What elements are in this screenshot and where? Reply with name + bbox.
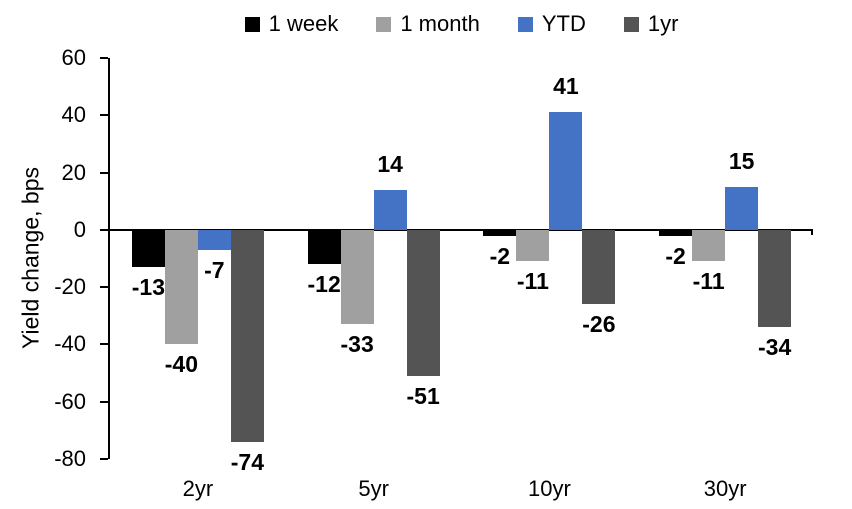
- bar-value-label: -2: [665, 242, 686, 269]
- y-axis-tick: [100, 400, 108, 403]
- legend-swatch-icon: [623, 16, 639, 32]
- legend-item-ytd: YTD: [517, 11, 586, 36]
- bar-1-week-2yr: [131, 229, 165, 268]
- x-axis-category-label: 2yr: [182, 476, 214, 501]
- bar-value-label: -34: [758, 334, 792, 361]
- legend-item-1-week: 1 week: [244, 11, 339, 36]
- x-axis-category-label: 30yr: [703, 476, 747, 501]
- bar-ytd-5yr: [373, 189, 407, 230]
- y-axis-tick: [100, 171, 108, 174]
- bar-1yr-10yr: [582, 229, 616, 305]
- bar-1-month-2yr: [164, 229, 198, 345]
- bar-1-month-30yr: [692, 229, 726, 262]
- legend-item-1yr: 1yr: [623, 11, 679, 36]
- legend: 1 week 1 month YTD 1yr: [110, 8, 813, 40]
- y-axis-tick: [100, 343, 108, 346]
- y-axis-tick: [100, 458, 108, 460]
- bar-ytd-30yr: [725, 186, 759, 230]
- x-axis-category-label: 10yr: [527, 476, 571, 501]
- y-axis-tick-label: -20: [54, 274, 86, 300]
- bar-value-label: -40: [164, 351, 198, 378]
- bar-value-label: 14: [377, 150, 403, 177]
- legend-item-1-month: 1 month: [376, 13, 480, 35]
- y-axis-tick-label: -80: [54, 446, 86, 471]
- bar-value-label: -74: [230, 448, 264, 475]
- y-axis-tick: [100, 57, 108, 59]
- bar-1-week-30yr: [659, 229, 693, 236]
- y-axis-tick-label: 60: [61, 45, 86, 70]
- bar-ytd-2yr: [197, 229, 231, 250]
- bar-value-label: -7: [204, 256, 225, 283]
- y-axis-title: Yield change, bps: [17, 166, 44, 350]
- plot-area: 60 40 20 0 -20 -40 -60 -80 -13 -40 -7 -74 2yr -12 -33 1…: [54, 46, 813, 501]
- legend-swatch-icon: [517, 16, 533, 32]
- x-axis-end-tick: [811, 228, 813, 235]
- bar-value-label: -13: [131, 274, 165, 301]
- y-axis-line: [108, 58, 110, 459]
- bar-value-label: -11: [516, 268, 549, 295]
- legend-label: YTD: [541, 11, 586, 36]
- bar-1yr-5yr: [406, 229, 440, 376]
- y-axis-tick-label: 40: [61, 102, 86, 128]
- legend-label: 1 week: [268, 11, 339, 36]
- bar-value-label: -2: [489, 242, 511, 269]
- bar-value-label: -12: [307, 271, 341, 298]
- y-axis-tick-label: -40: [54, 331, 86, 357]
- bar-value-label: 41: [553, 73, 579, 100]
- bar-1-month-10yr: [516, 229, 550, 262]
- bar-1yr-2yr: [230, 229, 264, 442]
- y-axis-tick-label: -60: [54, 388, 86, 414]
- bar-1-month-5yr: [340, 229, 374, 325]
- y-axis-tick-label: 0: [73, 216, 86, 242]
- bar-value-label: -11: [692, 268, 725, 295]
- legend-label: 1 month: [400, 11, 480, 36]
- legend-swatch-icon: [244, 16, 260, 32]
- y-axis-tick: [100, 286, 108, 289]
- x-axis-category-label: 5yr: [358, 476, 389, 501]
- x-axis-line: [110, 228, 813, 231]
- y-axis-tick: [100, 114, 108, 117]
- legend-swatch-icon: [376, 16, 392, 32]
- y-axis-tick: [100, 228, 108, 231]
- bar-1-week-5yr: [307, 229, 341, 265]
- bar-ytd-10yr: [549, 112, 583, 230]
- bar-value-label: -33: [340, 331, 374, 358]
- bar-1-week-10yr: [483, 229, 517, 236]
- bar-value-label: -51: [406, 382, 440, 409]
- legend-label: 1yr: [647, 11, 679, 36]
- y-axis-tick-label: 20: [61, 159, 86, 185]
- bar-1yr-30yr: [758, 229, 792, 328]
- bar-value-label: 15: [728, 147, 755, 174]
- bar-value-label: -26: [582, 311, 616, 338]
